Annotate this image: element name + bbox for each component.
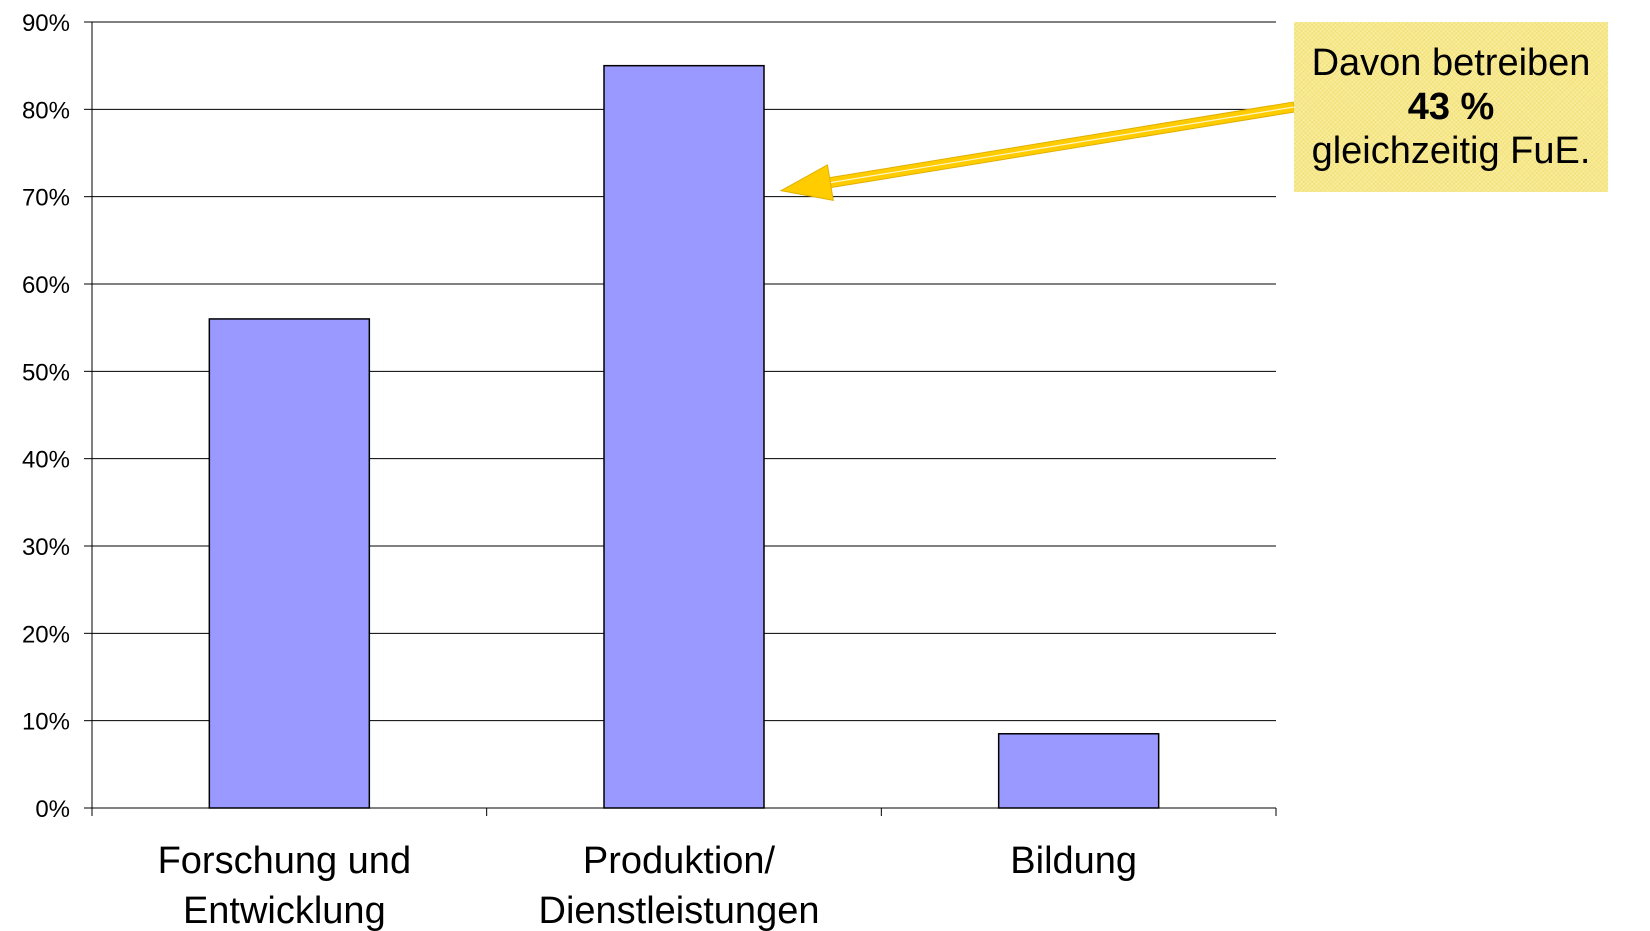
y-tick-label: 90% [22, 10, 70, 37]
bar-1 [603, 64, 765, 809]
y-tick-label: 0% [35, 796, 70, 823]
arrow-head [779, 164, 834, 202]
x-category-label: Dienstleistungen [539, 890, 820, 931]
bar-2 [997, 733, 1160, 809]
annotation-line-3: gleichzeitig FuE. [1311, 130, 1591, 172]
y-tick-label: 40% [22, 447, 70, 474]
x-category-label: Produktion/ [583, 840, 776, 882]
y-tick-label: 20% [22, 621, 70, 648]
annotation-line-1: Davon betreiben [1311, 42, 1591, 84]
annotation-callout: Davon betreiben 43 % gleichzeitig FuE. [1294, 22, 1608, 192]
x-category-label: Bildung [1010, 840, 1137, 882]
arrow-stripe [830, 106, 1295, 184]
x-category-label: Entwicklung [183, 890, 386, 931]
annotation-line-2: 43 % [1407, 86, 1495, 128]
y-tick-label: 50% [22, 359, 70, 386]
bar-0 [208, 318, 371, 809]
y-tick-label: 60% [22, 272, 70, 299]
y-tick-label: 30% [22, 534, 70, 561]
y-tick-label: 10% [22, 709, 70, 736]
x-category-label: Forschung und [158, 840, 412, 882]
y-tick-label: 70% [22, 185, 70, 212]
y-tick-label: 80% [22, 97, 70, 124]
